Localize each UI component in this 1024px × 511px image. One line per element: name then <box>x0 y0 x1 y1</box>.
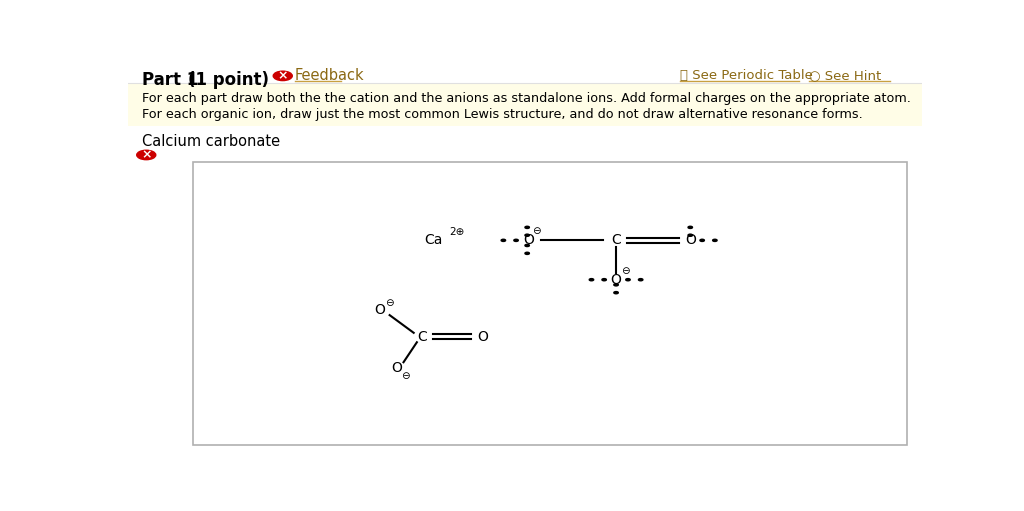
Text: ×: × <box>278 69 288 82</box>
Text: Part 1: Part 1 <box>142 71 199 89</box>
Text: C: C <box>417 330 427 344</box>
Point <box>610 244 623 250</box>
FancyBboxPatch shape <box>194 161 907 445</box>
Text: Ca: Ca <box>424 234 442 247</box>
Text: ⊖: ⊖ <box>385 297 394 308</box>
Text: O: O <box>685 234 695 247</box>
Point <box>884 78 896 84</box>
Circle shape <box>613 292 618 294</box>
Text: ⊖: ⊖ <box>401 370 411 381</box>
Text: C: C <box>611 234 621 247</box>
Circle shape <box>514 239 518 242</box>
Text: O: O <box>375 304 386 317</box>
Point <box>674 78 686 84</box>
Text: O: O <box>477 330 487 344</box>
Text: ×: × <box>141 149 152 161</box>
Text: For each part draw both the the cation and the anions as standalone ions. Add fo: For each part draw both the the cation a… <box>142 92 911 105</box>
Text: ⌶ See Periodic Table: ⌶ See Periodic Table <box>680 69 812 82</box>
Point <box>597 237 609 243</box>
Circle shape <box>525 234 529 236</box>
Point <box>673 235 685 241</box>
Point <box>289 78 301 84</box>
Circle shape <box>688 226 692 228</box>
Point <box>803 78 815 84</box>
Text: Feedback: Feedback <box>295 68 365 83</box>
Text: O: O <box>391 361 401 375</box>
Text: ⊖: ⊖ <box>622 266 630 276</box>
Circle shape <box>638 278 643 281</box>
Point <box>427 331 439 337</box>
Circle shape <box>589 278 594 281</box>
Circle shape <box>688 234 692 236</box>
Text: For each organic ion, draw just the most common Lewis structure, and do not draw: For each organic ion, draw just the most… <box>142 108 863 121</box>
Point <box>408 330 420 336</box>
Point <box>793 78 805 84</box>
Circle shape <box>700 239 705 242</box>
Text: O: O <box>610 273 622 287</box>
Point <box>465 336 477 342</box>
Circle shape <box>525 244 529 247</box>
Circle shape <box>501 239 506 242</box>
FancyBboxPatch shape <box>128 84 922 126</box>
Point <box>621 235 633 241</box>
Circle shape <box>525 252 529 254</box>
Point <box>411 339 423 345</box>
Point <box>536 237 548 243</box>
Line: 2 pts: 2 pts <box>389 315 414 333</box>
Text: ⊖: ⊖ <box>532 226 541 236</box>
Text: ○ See Hint: ○ See Hint <box>809 69 882 82</box>
Point <box>610 270 623 276</box>
Circle shape <box>525 226 529 228</box>
Text: (1 point): (1 point) <box>187 71 268 89</box>
Point <box>335 78 347 84</box>
Circle shape <box>137 150 156 159</box>
Circle shape <box>713 239 717 242</box>
Point <box>397 359 410 365</box>
Text: Calcium carbonate: Calcium carbonate <box>142 134 281 149</box>
Circle shape <box>602 278 606 281</box>
Text: O: O <box>523 234 535 247</box>
Point <box>465 331 477 337</box>
Circle shape <box>626 278 630 281</box>
Point <box>673 240 685 246</box>
Point <box>621 240 633 246</box>
Line: 2 pts: 2 pts <box>403 342 417 362</box>
Point <box>427 336 439 342</box>
Circle shape <box>273 71 292 81</box>
Point <box>383 312 395 318</box>
Text: 2⊕: 2⊕ <box>450 227 465 238</box>
Circle shape <box>613 284 618 286</box>
